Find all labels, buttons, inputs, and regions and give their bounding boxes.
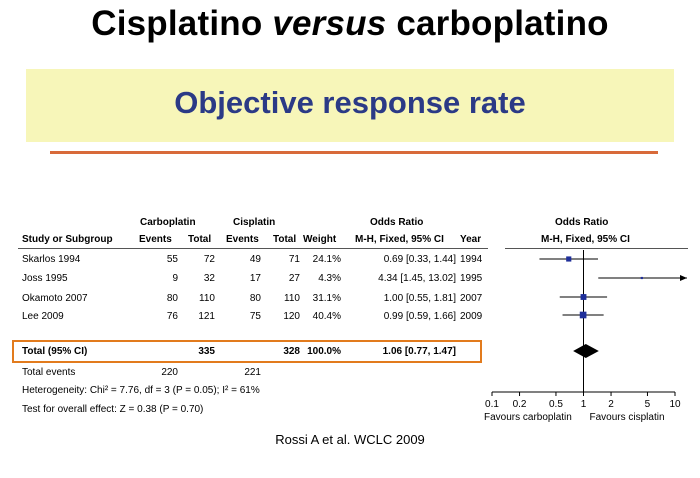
header-rule bbox=[18, 248, 488, 249]
forest-plot: 0.1 0.2 0.5 1 2 5 10 Favours carboplatin Favours… bbox=[484, 250, 687, 423]
col-year: Year bbox=[460, 234, 482, 245]
cell-weight: 31.1% bbox=[312, 293, 341, 304]
total-label: Total (95% CI) bbox=[22, 346, 88, 357]
pooled-diamond bbox=[573, 344, 599, 358]
title-part-c: carboplatino bbox=[386, 4, 609, 43]
cell-weight: 4.3% bbox=[318, 273, 341, 284]
study-marker bbox=[566, 256, 572, 262]
cell-events-cis: 80 bbox=[249, 293, 261, 304]
favours-right-label: Favours cisplatin bbox=[590, 412, 665, 423]
col-total-cis: Total bbox=[273, 234, 297, 245]
total-events-label: Total events bbox=[22, 367, 76, 378]
cell-events-cis: 75 bbox=[249, 311, 261, 322]
cell-ci: 1.00 [0.55, 1.81] bbox=[383, 293, 456, 304]
total-cis: 328 bbox=[283, 346, 300, 357]
x-tick-label: 0.2 bbox=[513, 399, 527, 410]
cell-weight: 24.1% bbox=[312, 254, 341, 265]
cell-study: Joss 1995 bbox=[22, 273, 68, 284]
col-study: Study or Subgroup bbox=[22, 234, 113, 245]
col-method: M-H, Fixed, 95% CI bbox=[355, 234, 444, 245]
favours-left-label: Favours carboplatin bbox=[484, 412, 572, 423]
cell-weight: 40.4% bbox=[312, 311, 341, 322]
cell-events-carbo: 9 bbox=[172, 273, 178, 284]
header-odds-ratio: Odds Ratio bbox=[370, 217, 424, 228]
study-marker bbox=[580, 294, 587, 300]
col-weight: Weight bbox=[303, 234, 337, 245]
cell-events-cis: 49 bbox=[249, 254, 261, 265]
title-part-italic: versus bbox=[272, 4, 387, 43]
total-weight: 100.0% bbox=[307, 346, 341, 357]
col-events-cis: Events bbox=[226, 234, 259, 245]
cell-ci: 0.99 [0.59, 1.66] bbox=[383, 311, 456, 322]
cell-total-cis: 71 bbox=[288, 254, 300, 265]
col-total-carbo: Total bbox=[188, 234, 212, 245]
ci-arrow bbox=[680, 275, 687, 281]
citation: Rossi A et al. WCLC 2009 bbox=[275, 432, 425, 447]
header-carboplatin: Carboplatin bbox=[140, 217, 196, 228]
cell-events-cis: 17 bbox=[249, 273, 261, 284]
cell-total-cis: 110 bbox=[284, 293, 300, 304]
x-tick-label: 2 bbox=[608, 399, 614, 410]
cell-total-carbo: 110 bbox=[199, 293, 215, 304]
study-marker bbox=[579, 311, 587, 319]
title-part-a: Cisplatino bbox=[91, 4, 273, 43]
banner-divider bbox=[50, 151, 658, 154]
cell-total-carbo: 72 bbox=[203, 254, 215, 265]
cell-study: Lee 2009 bbox=[22, 311, 64, 322]
cell-year: 2007 bbox=[460, 293, 483, 304]
cell-total-cis: 120 bbox=[283, 311, 300, 322]
study-marker bbox=[640, 276, 643, 280]
x-tick-label: 10 bbox=[669, 399, 681, 410]
slide-title: Cisplatino versus carboplatino bbox=[0, 4, 700, 44]
header-odds-ratio-plot: Odds Ratio bbox=[555, 217, 609, 228]
cell-total-carbo: 32 bbox=[203, 273, 215, 284]
x-tick-label: 5 bbox=[645, 399, 651, 410]
total-events-carbo: 220 bbox=[161, 367, 178, 378]
total-highlight-box bbox=[12, 340, 482, 363]
cell-events-carbo: 76 bbox=[166, 311, 178, 322]
total-ci: 1.06 [0.77, 1.47] bbox=[382, 346, 456, 357]
cell-total-cis: 27 bbox=[288, 273, 300, 284]
heterogeneity-text: Heterogeneity: Chi² = 7.76, df = 3 (P = … bbox=[22, 385, 260, 396]
header-cisplatin: Cisplatin bbox=[233, 217, 276, 228]
cell-events-carbo: 55 bbox=[166, 254, 178, 265]
col-method-plot: M-H, Fixed, 95% CI bbox=[541, 234, 630, 245]
overall-effect-text: Test for overall effect: Z = 0.38 (P = 0… bbox=[22, 404, 204, 415]
total-events-cis: 221 bbox=[244, 367, 261, 378]
cell-year: 2009 bbox=[460, 311, 483, 322]
title-banner bbox=[26, 69, 674, 142]
banner-title: Objective response rate bbox=[174, 85, 526, 120]
col-events-carbo: Events bbox=[139, 234, 172, 245]
cell-ci: 4.34 [1.45, 13.02] bbox=[378, 273, 456, 284]
total-carbo: 335 bbox=[198, 346, 215, 357]
cell-study: Okamoto 2007 bbox=[22, 293, 88, 304]
header-rule-plot bbox=[505, 248, 688, 249]
cell-ci: 0.69 [0.33, 1.44] bbox=[383, 254, 456, 265]
cell-total-carbo: 121 bbox=[198, 311, 215, 322]
cell-year: 1995 bbox=[460, 273, 483, 284]
cell-events-carbo: 80 bbox=[166, 293, 178, 304]
cell-study: Skarlos 1994 bbox=[22, 254, 81, 265]
x-tick-label: 0.5 bbox=[549, 399, 563, 410]
cell-year: 1994 bbox=[460, 254, 483, 265]
x-tick-label: 0.1 bbox=[485, 399, 499, 410]
x-tick-label: 1 bbox=[581, 399, 587, 410]
